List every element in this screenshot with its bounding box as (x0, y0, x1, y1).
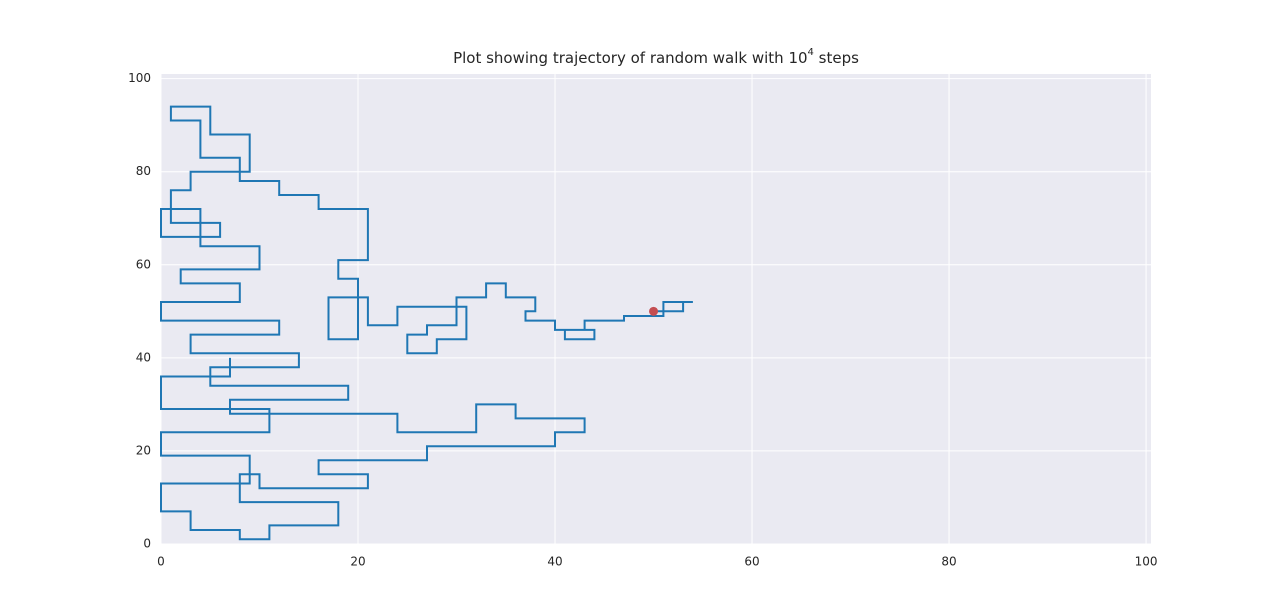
y-tick-label: 60 (136, 257, 151, 271)
x-tick-label: 100 (1135, 555, 1158, 569)
x-tick-label: 0 (157, 555, 165, 569)
y-tick-label: 40 (136, 350, 151, 364)
grid (160, 74, 1151, 545)
y-tick-label: 100 (128, 71, 151, 85)
title-text: steps (814, 49, 859, 67)
x-tick-label: 20 (350, 555, 365, 569)
title-text: Plot showing trajectory of random walk w… (453, 49, 788, 67)
x-tick-label: 40 (547, 555, 562, 569)
y-tick-label: 20 (136, 443, 151, 457)
walk-line (160, 105, 693, 541)
title-base: 10 (788, 49, 807, 67)
y-tick-label: 80 (136, 164, 151, 178)
start-point (649, 306, 659, 316)
x-tick-label: 80 (941, 555, 956, 569)
chart-title: Plot showing trajectory of random walk w… (453, 47, 859, 67)
y-tick-label: 0 (143, 537, 151, 551)
title-exponent: 4 (808, 47, 814, 58)
x-tick-label: 60 (744, 555, 759, 569)
